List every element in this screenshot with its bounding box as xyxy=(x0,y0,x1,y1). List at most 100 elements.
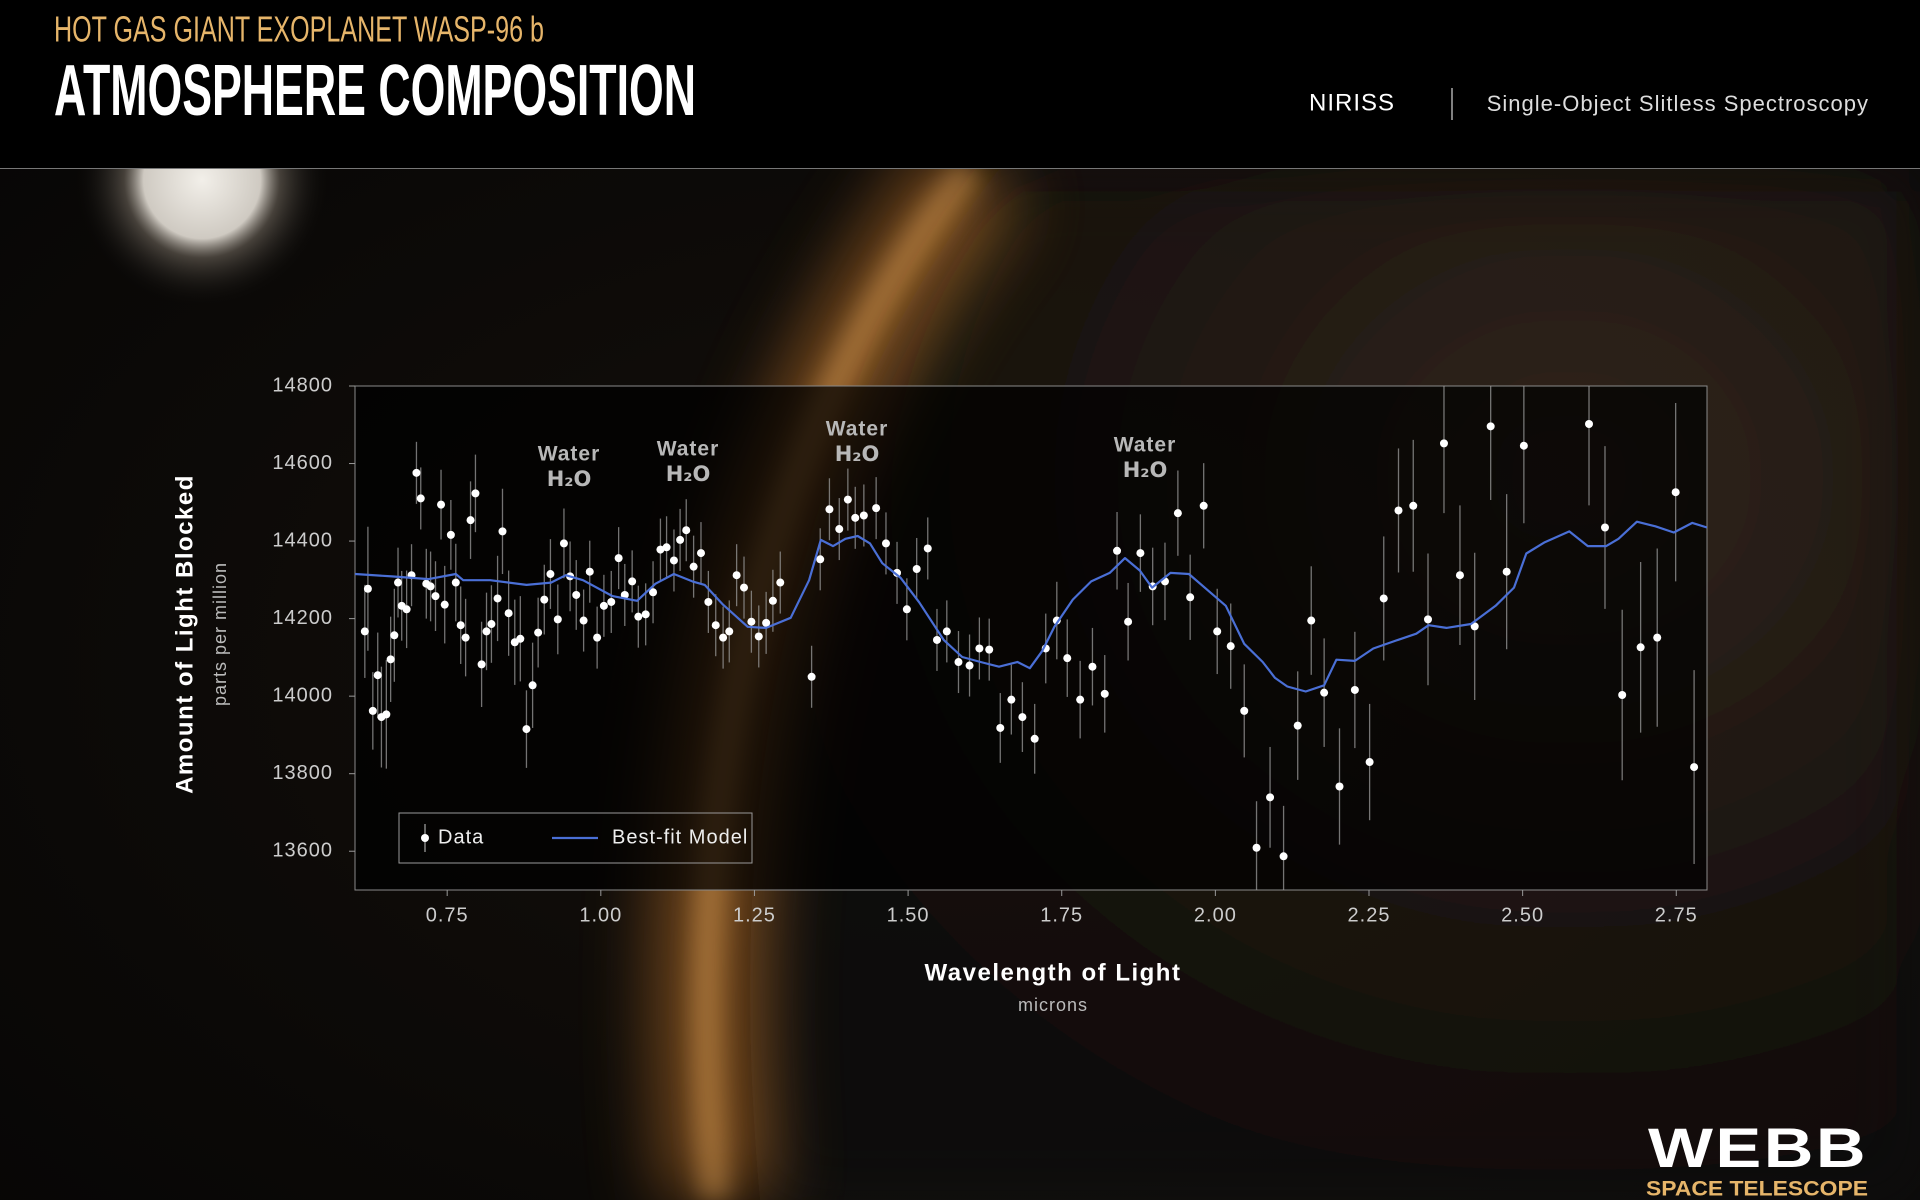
data-point xyxy=(368,706,377,715)
data-point xyxy=(747,617,756,626)
data-point xyxy=(732,571,741,580)
data-point xyxy=(634,612,643,621)
data-point xyxy=(466,516,475,525)
plot-data xyxy=(355,386,1707,890)
data-point xyxy=(1279,852,1288,861)
data-point xyxy=(676,535,685,544)
x-tick-label: 0.75 xyxy=(426,904,469,926)
data-point xyxy=(825,505,834,514)
data-point xyxy=(649,588,658,597)
y-axis-units: parts per million xyxy=(210,562,230,706)
data-point xyxy=(1409,501,1418,510)
data-point xyxy=(711,621,720,630)
data-point xyxy=(1307,616,1316,625)
data-point xyxy=(534,628,543,637)
data-point xyxy=(363,584,372,593)
data-point xyxy=(1618,690,1627,699)
data-point xyxy=(1018,713,1027,722)
data-point xyxy=(719,633,728,642)
data-point xyxy=(1030,734,1039,743)
annotation-label: Water xyxy=(826,418,889,441)
data-point xyxy=(1173,509,1182,518)
data-point xyxy=(504,609,513,618)
data-point xyxy=(579,616,588,625)
data-point xyxy=(1423,615,1432,624)
y-tick-label: 14200 xyxy=(272,607,333,629)
annotation-formula: H₂O xyxy=(1123,458,1168,482)
x-tick-label: 2.50 xyxy=(1501,904,1544,926)
y-axis-title: Amount of Light Blocked xyxy=(171,474,198,794)
data-point xyxy=(471,489,480,498)
data-point xyxy=(923,544,932,553)
data-point xyxy=(1266,793,1275,802)
x-axis-units: microns xyxy=(1018,995,1088,1015)
data-point xyxy=(1076,695,1085,704)
x-axis-title: Wavelength of Light xyxy=(925,959,1182,986)
data-point xyxy=(1502,567,1511,576)
data-point xyxy=(662,543,671,552)
data-point xyxy=(893,568,902,577)
data-point xyxy=(1335,782,1344,791)
data-point xyxy=(1365,758,1374,767)
data-point xyxy=(1088,662,1097,671)
data-point xyxy=(762,618,771,627)
data-point xyxy=(682,526,691,535)
header-bar xyxy=(0,0,1920,168)
data-point xyxy=(754,632,763,641)
data-point xyxy=(1585,419,1594,428)
plot: 13600 13800 14000 14200 14400 14600 14800 0.75 1… xyxy=(272,374,1707,926)
data-point xyxy=(689,562,698,571)
data-point xyxy=(373,671,382,680)
legend-label: Data xyxy=(438,826,484,848)
data-point xyxy=(1199,501,1208,510)
data-point xyxy=(540,595,549,604)
data-point xyxy=(1113,546,1122,555)
data-point xyxy=(965,661,974,670)
data-point xyxy=(522,725,531,734)
data-point xyxy=(386,655,395,664)
data-point xyxy=(1252,843,1261,852)
data-point xyxy=(1653,633,1662,642)
data-point xyxy=(402,605,411,614)
data-point xyxy=(426,582,435,591)
data-point xyxy=(975,644,984,653)
data-point xyxy=(776,578,785,587)
annotation-formula: H₂O xyxy=(547,467,592,491)
data-point xyxy=(498,527,507,536)
annotation-formula: H₂O xyxy=(835,442,880,466)
x-tick-label: 1.50 xyxy=(887,904,930,926)
data-point xyxy=(1293,721,1302,730)
data-point xyxy=(1519,441,1528,450)
data-point xyxy=(740,583,749,592)
annotation-label: Water xyxy=(657,438,720,461)
data-point xyxy=(477,660,486,669)
data-point xyxy=(1671,488,1680,497)
y-tick-label: 14800 xyxy=(272,374,333,396)
data-point xyxy=(440,600,449,609)
data-point xyxy=(912,564,921,573)
data-point xyxy=(1063,654,1072,663)
data-point xyxy=(996,723,1005,732)
data-point xyxy=(607,597,616,606)
data-point xyxy=(456,621,465,630)
data-point xyxy=(843,495,852,504)
data-point xyxy=(416,494,425,503)
data-point xyxy=(1226,642,1235,651)
logo-name: WEBB xyxy=(1648,1116,1868,1179)
data-point xyxy=(593,633,602,642)
x-tick-label: 2.00 xyxy=(1194,904,1237,926)
data-point xyxy=(614,554,623,563)
data-point xyxy=(382,710,391,719)
data-point xyxy=(1100,689,1109,698)
data-point xyxy=(1455,571,1464,580)
y-tick-label: 13800 xyxy=(272,762,333,784)
data-point xyxy=(446,530,455,539)
data-point xyxy=(431,592,440,601)
data-point xyxy=(704,597,713,606)
data-point xyxy=(394,578,403,587)
data-point xyxy=(859,511,868,520)
data-point xyxy=(1394,506,1403,515)
subtitle: HOT GAS GIANT EXOPLANET WASP-96 b xyxy=(54,9,544,50)
data-point xyxy=(942,627,951,636)
